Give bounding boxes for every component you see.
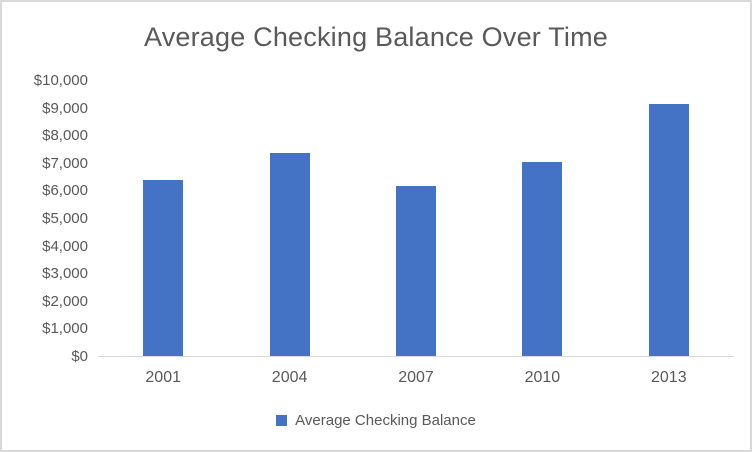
bar-2010[interactable]	[522, 162, 563, 357]
bar-2007[interactable]	[396, 185, 436, 357]
bar-2004[interactable]	[269, 152, 310, 357]
y-axis-tick-label: $8,000	[42, 127, 88, 145]
x-axis-label-2001: 2001	[145, 369, 181, 386]
legend-series-label: Average Checking Balance	[295, 412, 476, 429]
x-axis-label-2010: 2010	[524, 369, 561, 386]
y-axis-tick-label: $9,000	[42, 99, 88, 117]
y-axis-tick-label: $1,000	[42, 320, 88, 338]
bar-2013[interactable]	[648, 104, 689, 357]
plot-area	[100, 81, 732, 357]
y-axis-tick-label: $2,000	[42, 292, 88, 310]
y-axis-tick-label: $10,000	[33, 72, 88, 89]
y-axis-tick-label: $7,000	[42, 154, 88, 172]
bar-2001[interactable]	[143, 180, 184, 357]
x-axis-line	[98, 356, 734, 357]
y-axis-tick-label: $3,000	[42, 265, 88, 283]
y-axis-tick-label: $0	[71, 348, 88, 365]
x-axis-label-2013: 2013	[651, 369, 687, 386]
x-axis-label-2004: 2004	[271, 369, 308, 386]
legend-marker-swatch	[276, 415, 288, 426]
x-axis-label-2007: 2007	[398, 369, 434, 386]
y-axis-tick-label: $6,000	[42, 182, 88, 200]
legend[interactable]: Average Checking Balance	[2, 412, 750, 429]
y-axis-tick-label: $4,000	[42, 237, 88, 255]
chart-title[interactable]: Average Checking Balance Over Time	[143, 22, 609, 52]
y-axis-tick-label: $5,000	[42, 210, 88, 227]
